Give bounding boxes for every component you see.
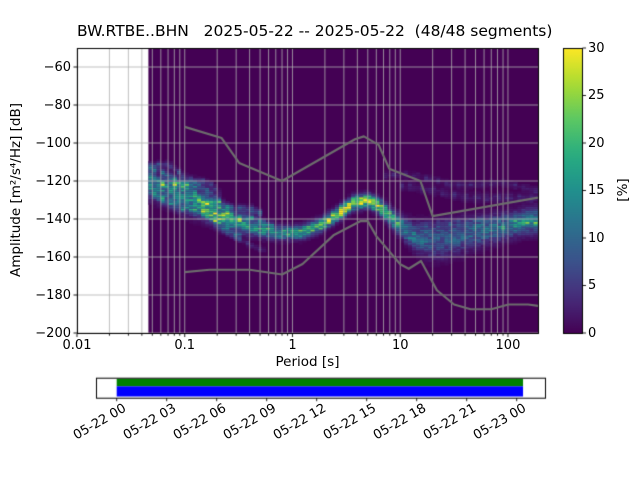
colorbar-tick-label: 25 <box>588 88 605 103</box>
y-tick-label: −200 <box>35 325 71 341</box>
y-tick-label: −120 <box>35 173 71 189</box>
y-tick-label: −180 <box>35 287 71 303</box>
x-tick-label: 1 <box>288 338 297 353</box>
colorbar-tick-label: 0 <box>588 325 597 341</box>
colorbar-label: [%] <box>615 178 631 202</box>
colorbar-tick-label: 30 <box>588 40 605 56</box>
colorbar-tick-label: 20 <box>588 135 605 151</box>
colorbar-tick-label: 15 <box>588 183 605 198</box>
colorbar-tick-label: 5 <box>588 278 597 293</box>
y-tick-label: −60 <box>43 59 71 75</box>
x-tick-label: 10 <box>391 338 409 353</box>
x-tick-label: 0.01 <box>62 338 92 353</box>
plot-title: BW.RTBE..BHN 2025-05-22 -- 2025-05-22 (4… <box>77 22 553 40</box>
colorbar-tick-label: 10 <box>588 230 605 246</box>
y-tick-label: −80 <box>43 97 71 113</box>
y-tick-label: −160 <box>35 249 71 265</box>
x-tick-label: 100 <box>495 338 521 353</box>
y-tick-label: −100 <box>35 135 71 151</box>
y-tick-label: −140 <box>35 211 71 227</box>
x-axis-label: Period [s] <box>275 354 340 370</box>
x-tick-label: 0.1 <box>174 338 196 353</box>
